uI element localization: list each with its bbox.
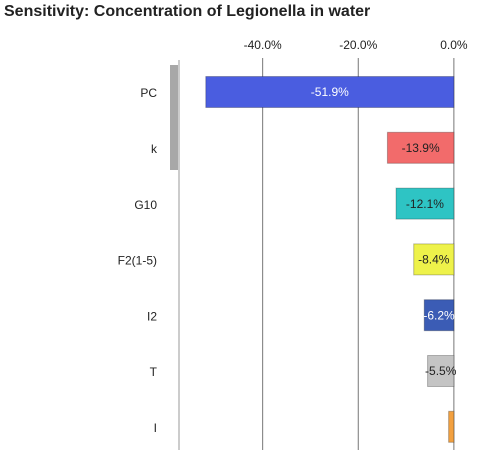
data-label: -8.4% [418,253,450,267]
x-tick-label: -20.0% [339,38,377,52]
scrollbar[interactable] [170,65,178,170]
bar [386,131,455,164]
y-tick-label: I2 [147,309,157,323]
bar [205,76,455,108]
y-tick-label: k [151,142,158,156]
y-tick-label: T [150,365,158,379]
bar [423,299,455,332]
y-tick-label: I [154,421,157,435]
data-label: -12.1% [406,197,444,211]
bar [395,187,455,220]
data-label: -6.2% [423,308,455,322]
y-tick-label: F2(1-5) [118,254,157,268]
y-tick-label: PC [140,86,157,100]
bar [448,410,455,443]
x-tick-label: 0.0% [440,38,468,52]
data-label: -51.9% [311,85,349,99]
data-label: -13.9% [402,141,440,155]
bar [427,355,455,387]
bar [413,243,455,276]
chart-title: Sensitivity: Concentration of Legionella… [4,3,370,20]
y-tick-label: G10 [134,198,157,212]
x-tick-label: -40.0% [244,38,282,52]
data-label: -5.5% [425,364,457,378]
